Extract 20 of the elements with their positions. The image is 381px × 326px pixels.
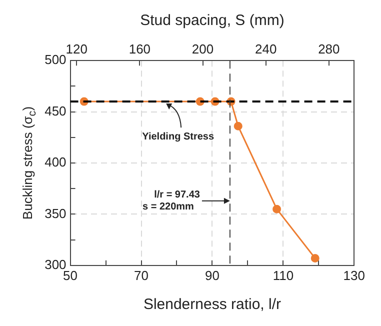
y-tick-label: 400 [44,154,66,170]
y-tick-label: 500 [44,52,66,68]
y-tick-label: 350 [44,206,66,221]
x2-tick-label: 160 [128,41,151,56]
point [234,122,242,130]
x-tick-label: 90 [204,268,220,283]
y-tick-label: 450 [44,103,66,118]
x-tick-label: 110 [272,268,294,283]
annotation: Yielding Stress [142,131,214,142]
point [310,254,320,262]
x2-tick-label: 280 [318,41,340,56]
x-tick-label: 70 [134,268,148,283]
annotation: l/r = 97.43 s = 220mm [142,190,200,213]
x-axis-title: Slenderness ratio, l/r [143,296,282,314]
x2-tick-label: 240 [254,41,277,56]
x2-tick-label: 200 [192,41,214,56]
x2-axis-title: Stud spacing, S (mm) [140,12,284,30]
point [272,204,282,214]
x-tick-label: 130 [343,268,366,283]
x2-tick-label: 120 [66,41,88,56]
